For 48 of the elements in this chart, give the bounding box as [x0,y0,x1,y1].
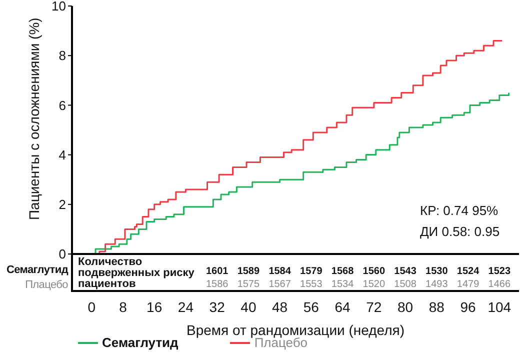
text: 1493 [424,279,449,290]
x-tick-label: 64 [334,299,351,315]
text: 1520 [362,279,386,290]
text: 1553 [299,279,324,290]
text: 1530 [424,266,449,277]
text: 1586 [204,279,230,290]
text: 1543 [393,266,418,277]
text: 1466 [487,279,512,290]
text: 1508 [393,279,418,290]
text: 1523 [487,266,512,277]
text: Плацебо [25,279,68,291]
y-tick-label: 2 [58,197,66,212]
text: 1524 [456,266,480,277]
text: 1560 [362,266,386,277]
text: 1584 [268,266,292,277]
annotation: ДИ 0.58: 0.95 [420,223,500,241]
text: 1567 [268,279,292,290]
y-tick-label: 4 [58,147,66,162]
text: 1579 [299,266,324,277]
text: 1479 [456,279,480,290]
x-tick-label: 48 [272,299,288,315]
y-tick-label: 0 [58,246,66,262]
y-axis-title: Пациенты с осложнениями (%) [26,18,42,220]
x-axis-title: Время от рандомизации (неделя) [186,322,405,338]
x-tick-label: 8 [119,299,128,315]
text: Семаглутид [6,264,68,276]
text: 1568 [330,266,355,277]
x-tick-label: 88 [428,299,445,315]
text: 1575 [236,279,261,290]
text: 1589 [236,266,261,277]
y-tick-label: 10 [52,0,66,14]
legend-label: Семаглутид [101,335,178,350]
x-tick-label: 56 [303,299,320,315]
y-tick-label: 6 [58,98,66,113]
x-tick-label: 72 [366,299,382,315]
x-tick-label: 40 [240,299,256,315]
text: Количество подверженных риску пациентов [78,256,196,290]
x-tick-label: 96 [460,299,476,315]
x-tick-label: 32 [209,299,226,315]
y-tick-label: 8 [58,48,66,64]
text: 1601 [204,266,230,277]
x-tick-label: 104 [488,299,512,315]
x-tick-label: 16 [146,299,162,315]
annotation: КР: 0.74 95% [420,202,500,220]
x-tick-label: 0 [88,299,96,315]
text: 1534 [330,279,355,290]
x-tick-label: 80 [398,299,414,315]
x-tick-label: 24 [178,299,194,315]
